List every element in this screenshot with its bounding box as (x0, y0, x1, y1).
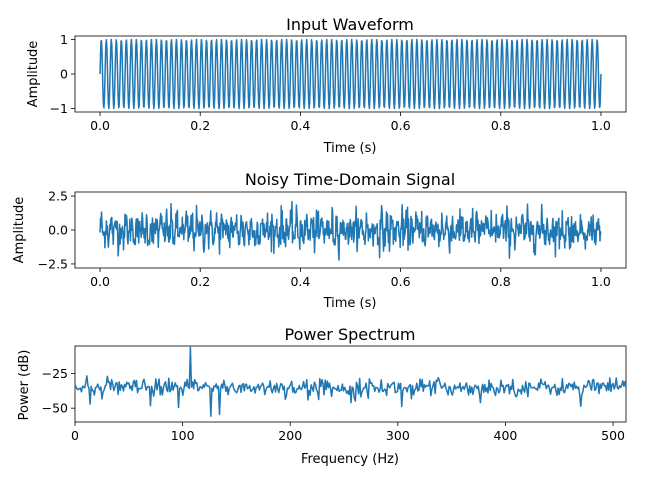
x-ticks: 0.0 0.2 0.4 0.6 0.8 1.0 (90, 268, 611, 289)
x-tick-label: 0.8 (491, 118, 511, 133)
y-tick-label: 2.5 (48, 189, 68, 204)
x-tick-label: 0.2 (190, 274, 210, 289)
chart-title: Power Spectrum (285, 325, 416, 344)
x-tick-label: 500 (601, 428, 625, 443)
x-axis-label: Frequency (Hz) (301, 452, 399, 467)
y-tick-label: −2.5 (38, 256, 68, 271)
x-tick-label: 0.6 (391, 274, 411, 289)
y-ticks: 2.5 0.0 −2.5 (38, 189, 75, 271)
y-tick-label: −25 (42, 366, 68, 381)
subplot-input-waveform: Input Waveform 0.0 0.2 0.4 0.6 0.8 1.0 1 0 −1 T… (26, 15, 627, 156)
series-line (99, 200, 602, 261)
chart-title: Noisy Time-Domain Signal (245, 170, 455, 189)
series-line (99, 38, 602, 110)
x-axis-label: Time (s) (323, 296, 377, 311)
x-ticks: 0.0 0.2 0.4 0.6 0.8 1.0 (90, 112, 611, 133)
y-tick-label: −50 (42, 401, 68, 416)
y-tick-label: 0 (60, 67, 68, 82)
x-tick-label: 200 (278, 428, 302, 443)
x-ticks: 0 100 200 300 400 500 (71, 422, 625, 443)
y-axis-label: Power (dB) (17, 350, 32, 421)
y-axis-label: Amplitude (26, 41, 41, 108)
y-tick-label: 1 (60, 32, 68, 47)
y-tick-label: −1 (50, 101, 68, 116)
x-tick-label: 1.0 (591, 274, 611, 289)
x-tick-label: 0 (71, 428, 79, 443)
x-tick-label: 0.0 (90, 274, 110, 289)
x-tick-label: 300 (386, 428, 410, 443)
x-tick-label: 100 (171, 428, 195, 443)
chart-title: Input Waveform (286, 15, 414, 34)
x-tick-label: 0.4 (290, 118, 310, 133)
x-tick-label: 0.8 (491, 274, 511, 289)
subplot-noisy-signal: Noisy Time-Domain Signal 0.0 0.2 0.4 0.6 0.8… (12, 170, 627, 311)
x-tick-label: 0.0 (90, 118, 110, 133)
series-line (74, 346, 627, 417)
subplot-power-spectrum: Power Spectrum 0 100 200 300 400 500 −25 −50 F… (17, 325, 627, 467)
y-ticks: 1 0 −1 (50, 32, 75, 116)
x-tick-label: 0.4 (290, 274, 310, 289)
y-axis-label: Amplitude (12, 197, 27, 264)
x-tick-label: 0.6 (391, 118, 411, 133)
x-tick-label: 0.2 (190, 118, 210, 133)
x-tick-label: 400 (494, 428, 518, 443)
y-tick-label: 0.0 (48, 223, 68, 238)
x-tick-label: 1.0 (591, 118, 611, 133)
x-axis-label: Time (s) (323, 141, 377, 156)
y-ticks: −25 −50 (42, 366, 75, 416)
